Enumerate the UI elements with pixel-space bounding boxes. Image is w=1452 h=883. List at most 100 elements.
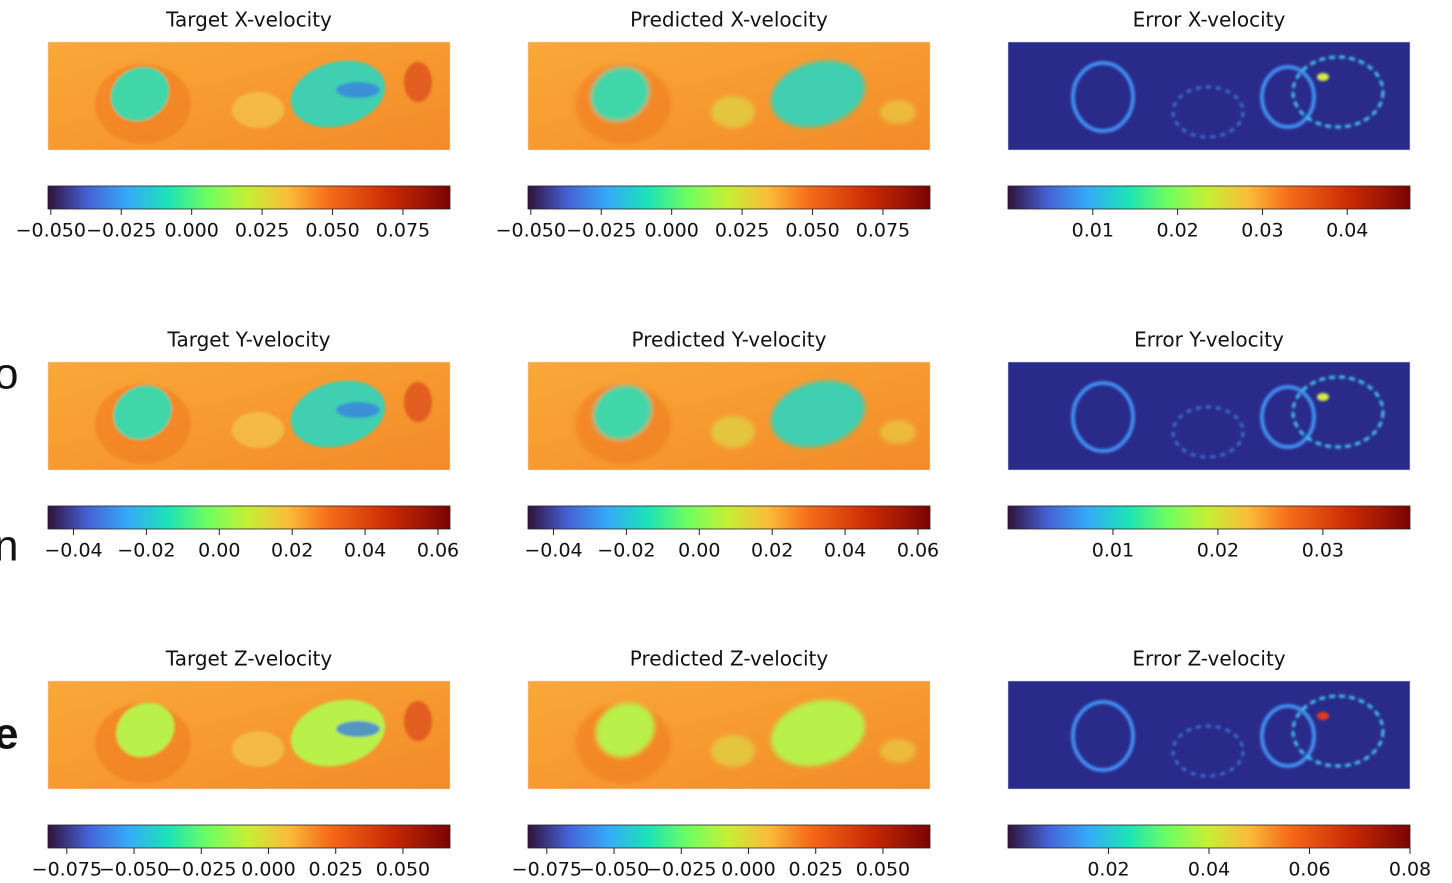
error-hotspot: [1317, 712, 1329, 720]
colorbar: [48, 825, 450, 848]
turbulent-patch: [711, 735, 755, 767]
colorbar: [48, 506, 450, 529]
colorbar-tick-label: 0.050: [376, 859, 430, 881]
panel-title: Target Z-velocity: [165, 647, 333, 671]
colorbar: [48, 186, 450, 209]
colorbar-tick-label: −0.02: [597, 540, 655, 562]
turbulent-patch: [880, 420, 916, 444]
colorbar: [1008, 825, 1410, 848]
colorbar-tick-label: 0.000: [241, 859, 295, 881]
colorbar-tick-label: 0.04: [1188, 859, 1230, 881]
panel-title: Error Z-velocity: [1132, 647, 1285, 671]
panel: Target Y-velocity −0.04 −0.02 0.00 0.02 0.04 0…: [44, 328, 459, 562]
turbulent-patch: [711, 96, 755, 128]
turbulent-patch: [404, 701, 432, 741]
field-image: [48, 681, 450, 789]
panel-title: Error Y-velocity: [1134, 328, 1284, 352]
colorbar-tick-label: 0.02: [1156, 220, 1198, 242]
colorbar-tick-label: −0.075: [512, 859, 582, 881]
field-image: [528, 42, 930, 150]
colorbar-tick-label: 0.03: [1241, 220, 1283, 242]
colorbar-tick-label: −0.02: [117, 540, 175, 562]
turbulent-patch: [336, 402, 380, 418]
colorbar-tick-label: 0.000: [644, 220, 698, 242]
colorbar-tick-label: −0.050: [16, 220, 86, 242]
colorbar-tick-label: 0.06: [897, 540, 939, 562]
panel-title: Target X-velocity: [165, 8, 332, 32]
colorbar-tick-label: −0.04: [524, 540, 582, 562]
colorbar-tick-label: 0.075: [376, 220, 430, 242]
colorbar-tick-label: 0.000: [721, 859, 775, 881]
panel-title: Predicted Z-velocity: [630, 647, 829, 671]
colorbar-tick-label: 0.050: [785, 220, 839, 242]
colorbar-tick-label: 0.02: [751, 540, 793, 562]
panel: Error Y-velocity 0.01 0.02 0.03: [1008, 328, 1410, 562]
field-image: [48, 362, 450, 470]
cut-off-text: n: [0, 522, 18, 571]
field-image: [528, 681, 930, 789]
colorbar-tick-label: 0.025: [235, 220, 289, 242]
colorbar-tick-label: 0.06: [1288, 859, 1330, 881]
colorbar: [528, 186, 930, 209]
colorbar-tick-label: 0.025: [789, 859, 843, 881]
turbulent-patch: [232, 412, 284, 448]
colorbar-tick-label: 0.04: [824, 540, 866, 562]
colorbar-tick-label: 0.025: [715, 220, 769, 242]
colorbar-tick-label: −0.050: [99, 859, 169, 881]
colorbar-tick-label: 0.02: [1197, 540, 1239, 562]
panel: Predicted Y-velocity −0.04 −0.02 0.00 0.02 0.…: [524, 328, 939, 562]
colorbar-tick-label: −0.025: [166, 859, 236, 881]
colorbar-tick-label: 0.06: [417, 540, 459, 562]
colorbar-tick-label: 0.02: [271, 540, 313, 562]
colorbar: [528, 825, 930, 848]
colorbar: [528, 506, 930, 529]
turbulent-patch: [404, 382, 432, 422]
panel: Target X-velocity −0.050−0.025 0.000 0.025 0…: [16, 8, 450, 242]
colorbar-tick-label: 0.04: [1326, 220, 1368, 242]
error-hotspot: [1317, 73, 1329, 81]
colorbar-tick-label: 0.050: [856, 859, 910, 881]
panel-title: Error X-velocity: [1133, 8, 1286, 32]
turbulent-patch: [404, 62, 432, 102]
colorbar-tick-label: 0.01: [1072, 220, 1114, 242]
turbulent-patch: [232, 92, 284, 128]
figure: o n e Target X-velocity−0.050−0.0250.000…: [0, 0, 1452, 883]
turbulent-patch: [336, 82, 380, 98]
colorbar-tick-label: 0.00: [678, 540, 720, 562]
panel-title: Target Y-velocity: [167, 328, 331, 352]
colorbar-tick-label: 0.04: [344, 540, 386, 562]
turbulent-patch: [711, 416, 755, 448]
colorbar-tick-label: −0.04: [44, 540, 102, 562]
colorbar-tick-label: 0.050: [305, 220, 359, 242]
cut-off-text: e: [0, 710, 18, 759]
colorbar: [1008, 506, 1410, 529]
turbulent-patch: [232, 731, 284, 767]
colorbar-tick-label: −0.025: [566, 220, 636, 242]
field-image: [1008, 681, 1410, 789]
colorbar: [1008, 186, 1410, 209]
colorbar-tick-label: 0.075: [856, 220, 910, 242]
field-image: [48, 42, 450, 150]
turbulent-patch: [880, 739, 916, 763]
turbulent-patch: [880, 100, 916, 124]
colorbar-tick-label: 0.08: [1389, 859, 1431, 881]
field-image: [528, 362, 930, 470]
error-hotspot: [1317, 393, 1329, 401]
panel: Error X-velocity 0.01 0.02 0.03 0.04: [1008, 8, 1410, 242]
colorbar-tick-label: −0.075: [32, 859, 102, 881]
colorbar-tick-label: 0.025: [309, 859, 363, 881]
colorbar-tick-label: 0.000: [164, 220, 218, 242]
colorbar-tick-label: 0.00: [198, 540, 240, 562]
colorbar-tick-label: 0.01: [1092, 540, 1134, 562]
colorbar-tick-label: −0.025: [646, 859, 716, 881]
colorbar-tick-label: 0.03: [1302, 540, 1344, 562]
cut-off-text: o: [0, 350, 18, 399]
colorbar-tick-label: −0.025: [86, 220, 156, 242]
turbulent-patch: [336, 721, 380, 737]
panel-title: Predicted Y-velocity: [632, 328, 827, 352]
panel-title: Predicted X-velocity: [630, 8, 828, 32]
colorbar-tick-label: −0.050: [579, 859, 649, 881]
